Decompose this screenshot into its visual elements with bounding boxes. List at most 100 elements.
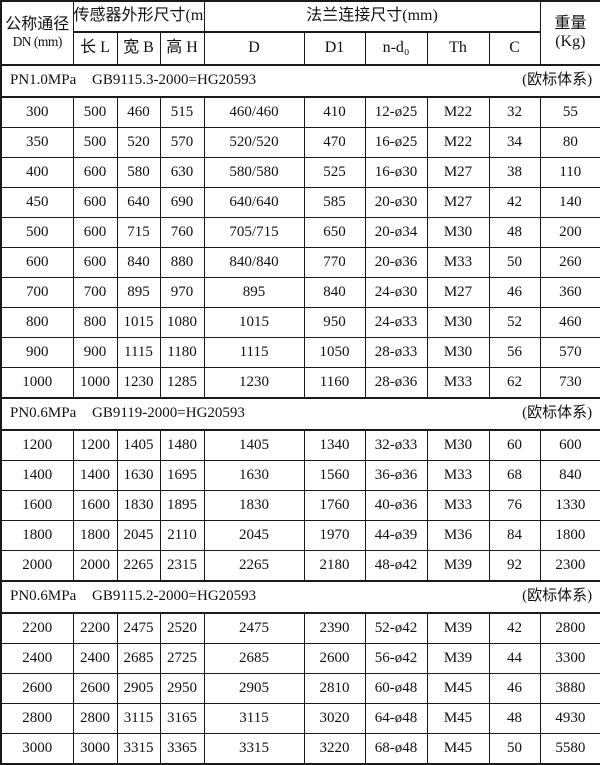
table-cell: 800 [0,307,74,338]
table-cell: 34 [488,127,541,158]
table-cell: 840 [116,247,161,278]
table-cell: 3315 [116,733,161,765]
table-cell: 44 [488,643,541,674]
table-cell: 56 [488,337,541,368]
table-cell: 1405 [116,429,161,461]
table-cell: 3115 [116,703,161,734]
table-cell: 2800 [539,612,600,644]
table-body: PN1.0MPa GB9115.3-2000=HG20593 (欧标体系) 300 50… [0,64,600,765]
table-cell: 1230 [116,367,161,399]
table-cell: 600 [72,157,118,188]
table-cell: 600 [539,429,600,461]
table-row: 900 900 1115 1180 1115 1050 28-ø33 M30 56 570 [0,337,600,368]
table-cell: 600 [72,217,118,248]
section-row: PN0.6MPa GB9119-2000=HG20593 (欧标体系) [0,397,600,431]
table-cell: M45 [426,703,490,734]
table-cell: 1230 [203,367,305,399]
table-cell: 3880 [539,673,600,704]
table-cell: 1480 [159,429,205,461]
table-cell: M30 [426,307,490,338]
table-cell: M45 [426,673,490,704]
table-cell: 2800 [72,703,118,734]
table-cell: 3020 [303,703,366,734]
table-cell: 700 [0,277,74,308]
table-cell: 1695 [159,460,205,491]
table-cell: 2400 [0,643,74,674]
table-row: 700 700 895 970 895 840 24-ø30 M27 46 360 [0,277,600,308]
table-cell: 715 [116,217,161,248]
table-cell: 16-ø25 [364,127,428,158]
table-cell: 60-ø48 [364,673,428,704]
table-row: 1800 1800 2045 2110 2045 1970 44-ø39 M36 84 1800 [0,520,600,551]
table-cell: 525 [303,157,366,188]
table-cell: 2300 [539,550,600,582]
table-cell: 56-ø42 [364,643,428,674]
table-cell: 640/640 [203,187,305,218]
table-row: 2600 2600 2905 2950 2905 2810 60-ø48 M45 46 3880 [0,673,600,704]
table-cell: 2045 [203,520,305,551]
table-cell: 24-ø30 [364,277,428,308]
table-row: 500 600 715 760 705/715 650 20-ø34 M30 48 200 [0,217,600,248]
table-cell: 460/460 [203,96,305,128]
table-cell: 1760 [303,490,366,521]
table-cell: 1000 [0,367,74,399]
table-cell: 28-ø33 [364,337,428,368]
table-cell: M39 [426,612,490,644]
table-cell: 1800 [72,520,118,551]
table-cell: 1600 [72,490,118,521]
table-cell: 410 [303,96,366,128]
table-cell: 55 [539,96,600,128]
table-cell: 84 [488,520,541,551]
header-weight: 重量 (Kg) [539,0,600,66]
table-cell: M27 [426,187,490,218]
section-cell: PN0.6MPa GB9119-2000=HG20593 (欧标体系) [0,397,600,431]
table-cell: 40-ø36 [364,490,428,521]
table-cell: M36 [426,520,490,551]
table-cell: 2200 [0,612,74,644]
table-cell: 2475 [203,612,305,644]
table-cell: 500 [72,96,118,128]
table-cell: 600 [72,247,118,278]
table-cell: 32 [488,96,541,128]
table-cell: M22 [426,96,490,128]
table-cell: 52 [488,307,541,338]
section-note-label: (欧标体系) [522,588,593,605]
table-cell: 360 [539,277,600,308]
table-cell: 2200 [72,612,118,644]
table-cell: 2265 [116,550,161,582]
table-row: 450 600 640 690 640/640 585 20-ø30 M27 42 140 [0,187,600,218]
table-cell: 1200 [72,429,118,461]
table-cell: M30 [426,429,490,461]
table-row: 400 600 580 630 580/580 525 16-ø30 M27 38 110 [0,157,600,188]
table-cell: 44-ø39 [364,520,428,551]
section-note-label: (欧标体系) [522,72,593,89]
table-cell: 950 [303,307,366,338]
table-cell: 1830 [203,490,305,521]
table-cell: 62 [488,367,541,399]
table-cell: 840 [539,460,600,491]
table-cell: 450 [0,187,74,218]
table-cell: 36-ø36 [364,460,428,491]
header-d1: D1 [303,31,366,66]
table-cell: 2400 [72,643,118,674]
table-cell: 38 [488,157,541,188]
table-cell: 3000 [0,733,74,765]
header-weight-line2: (Kg) [555,33,586,50]
table-cell: 16-ø30 [364,157,428,188]
table-cell: 400 [0,157,74,188]
table-cell: 48 [488,217,541,248]
table-cell: 2810 [303,673,366,704]
table-cell: 2800 [0,703,74,734]
table-cell: 1830 [116,490,161,521]
table-cell: 60 [488,429,541,461]
table-cell: 32-ø33 [364,429,428,461]
table-cell: 880 [159,247,205,278]
table-cell: 300 [0,96,74,128]
table-cell: 1340 [303,429,366,461]
table-row: 1000 1000 1230 1285 1230 1160 28-ø36 M33 62 730 [0,367,600,399]
table-cell: 76 [488,490,541,521]
section-standard-label: GB9115.2-2000=HG20593 [92,588,257,605]
header-dn-line2: DN (mm) [12,34,63,50]
table-cell: 200 [539,217,600,248]
table-cell: 2725 [159,643,205,674]
